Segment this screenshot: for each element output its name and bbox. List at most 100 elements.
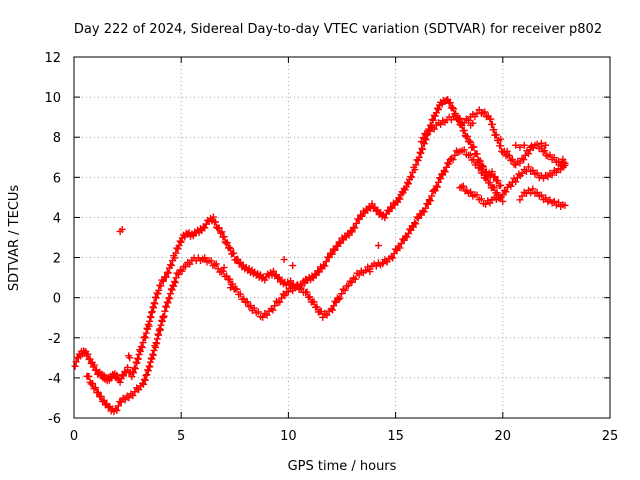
y-tick-label: 4 xyxy=(53,211,61,226)
data-point xyxy=(227,284,235,292)
data-point xyxy=(312,267,323,279)
data-point xyxy=(445,99,456,112)
x-axis-label: GPS time / hours xyxy=(288,459,397,474)
data-point xyxy=(475,157,486,170)
data-point xyxy=(499,183,512,199)
data-point xyxy=(113,371,123,384)
data-point xyxy=(482,196,496,208)
axis-ticks xyxy=(73,56,611,419)
data-point xyxy=(389,197,400,209)
data-point xyxy=(299,275,310,287)
data-point xyxy=(411,156,422,174)
y-axis-label: SDTVAR / TECUs xyxy=(7,185,22,292)
data-point xyxy=(364,202,375,214)
data-point xyxy=(516,188,528,204)
x-tick-label: 20 xyxy=(495,429,512,444)
y-tick-label: 12 xyxy=(44,51,61,66)
x-tick-label: 25 xyxy=(602,429,619,444)
data-point xyxy=(366,268,374,276)
data-point xyxy=(190,254,204,265)
data-point xyxy=(368,200,379,212)
y-tick-label: 10 xyxy=(44,91,61,106)
data-point xyxy=(544,151,556,164)
data-point xyxy=(415,144,427,161)
data-point xyxy=(426,121,440,135)
data-point xyxy=(490,192,505,203)
data-point xyxy=(372,206,383,219)
data-point xyxy=(91,384,102,397)
data-point xyxy=(117,382,145,406)
data-point xyxy=(334,238,345,250)
data-point xyxy=(344,274,359,290)
data-point xyxy=(308,270,319,282)
data-point xyxy=(379,260,387,268)
data-point xyxy=(432,101,444,117)
series-lower-track xyxy=(83,146,507,416)
data-point xyxy=(559,155,567,163)
data-point xyxy=(118,225,126,233)
data-point xyxy=(141,320,152,342)
data-point xyxy=(132,346,144,367)
data-point xyxy=(381,206,392,222)
data-point xyxy=(398,185,409,197)
data-point xyxy=(100,371,110,383)
data-point xyxy=(351,215,362,232)
data-point xyxy=(179,229,190,241)
data-point xyxy=(302,276,310,284)
data-point xyxy=(434,117,449,128)
data-point xyxy=(537,143,550,159)
data-point xyxy=(321,253,332,270)
data-point xyxy=(128,364,139,381)
data-point xyxy=(239,261,250,273)
data-point xyxy=(158,273,169,285)
data-point xyxy=(155,281,165,294)
data-point xyxy=(542,194,554,206)
data-point xyxy=(548,197,560,209)
data-point xyxy=(469,119,477,127)
data-point xyxy=(252,269,263,281)
data-point xyxy=(557,158,568,174)
data-point xyxy=(218,228,229,246)
data-point xyxy=(151,289,162,302)
data-point xyxy=(304,273,315,284)
data-point xyxy=(222,239,233,252)
data-point xyxy=(428,111,439,124)
data-point xyxy=(503,147,511,155)
data-point xyxy=(325,249,336,262)
data-point xyxy=(289,262,297,270)
data-point xyxy=(355,211,366,223)
data-point xyxy=(166,274,180,298)
data-point xyxy=(250,304,265,321)
data-point xyxy=(227,245,238,258)
data-point xyxy=(561,159,569,167)
data-point xyxy=(274,273,285,286)
data-point xyxy=(116,371,126,386)
data-point xyxy=(192,226,203,237)
data-point xyxy=(148,299,159,316)
data-point xyxy=(282,278,293,289)
data-point xyxy=(505,152,518,168)
data-point xyxy=(113,398,124,414)
data-point xyxy=(512,157,524,169)
data-point xyxy=(196,223,207,235)
data-point xyxy=(287,277,297,289)
data-point xyxy=(467,138,478,152)
x-tick-label: 10 xyxy=(280,429,297,444)
data-point xyxy=(188,228,199,240)
data-point xyxy=(497,181,505,189)
data-point xyxy=(518,166,530,177)
data-point xyxy=(377,209,387,221)
data-point xyxy=(550,165,563,176)
data-point xyxy=(413,207,428,222)
data-point xyxy=(437,96,447,108)
data-point xyxy=(278,276,289,288)
data-point xyxy=(162,264,173,281)
data-point xyxy=(166,252,178,269)
data-point xyxy=(531,140,543,153)
data-point xyxy=(181,256,196,270)
x-tick-label: 15 xyxy=(387,429,404,444)
data-point xyxy=(520,141,528,149)
data-point xyxy=(124,363,134,377)
data-point xyxy=(484,169,495,180)
